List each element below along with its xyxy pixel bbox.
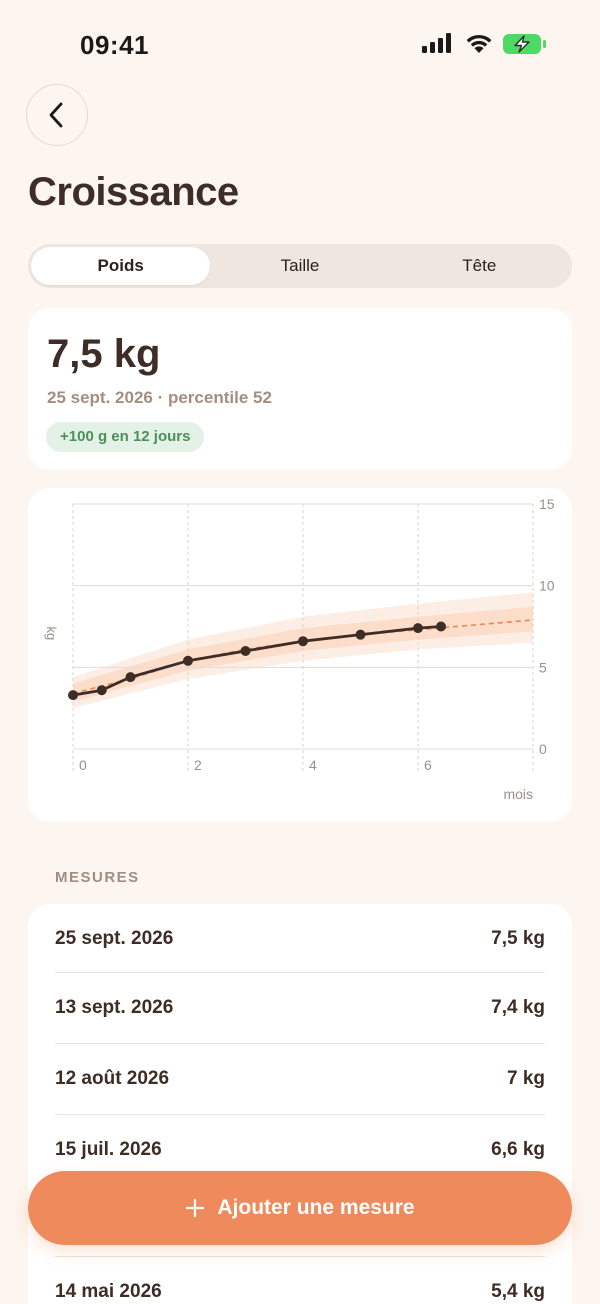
weight-data-point: [355, 629, 366, 640]
divider: [55, 1256, 545, 1257]
weight-data-point: [68, 690, 78, 701]
growth-chart: 0 5 10 15 0 2 4 6 kg mois: [44, 496, 555, 802]
list-item[interactable]: 25 sept. 2026 7,5 kg: [55, 904, 545, 974]
wifi-icon: [466, 34, 492, 53]
measure-value: 6,6 kg: [491, 1139, 545, 1160]
weight-data-point: [183, 655, 193, 666]
weight-data-point: [240, 646, 251, 656]
measure-value: 5,4 kg: [491, 1281, 545, 1302]
x-tick-label: 6: [424, 757, 432, 773]
measure-date: 15 juil. 2026: [55, 1139, 162, 1160]
measure-date: 25 sept. 2026: [55, 928, 174, 949]
back-button[interactable]: [26, 84, 88, 146]
divider: [55, 1114, 545, 1115]
measure-value: 7 kg: [506, 1068, 545, 1089]
measure-value: 7,5 kg: [491, 928, 545, 949]
measure-value: 7,4 kg: [491, 997, 545, 1018]
y-tick-label: 0: [539, 741, 547, 757]
x-tick-label: 2: [194, 757, 202, 773]
weight-date-percentile: 25 sept. 2026 · percentile 52: [47, 388, 272, 407]
tab-tete[interactable]: Tête: [462, 256, 497, 275]
signal-icon: [422, 33, 451, 53]
measure-type-tabs: Poids Taille Tête: [28, 244, 572, 288]
tab-taille[interactable]: Taille: [280, 256, 320, 275]
weight-data-point: [125, 672, 136, 683]
measure-date: 13 sept. 2026: [55, 997, 174, 1018]
measure-date: 12 août 2026: [55, 1068, 170, 1089]
weight-data-point: [96, 685, 107, 696]
y-tick-label: 10: [539, 578, 555, 594]
current-weight-card: 7,5 kg 25 sept. 2026 · percentile 52 +10…: [28, 308, 572, 470]
weight-data-point: [413, 623, 423, 634]
chevron-left-icon: [49, 102, 63, 128]
battery-charging-icon: [503, 34, 546, 54]
y-tick-label: 15: [539, 496, 555, 512]
list-item[interactable]: 15 juil. 2026 6,6 kg: [55, 1115, 545, 1185]
list-item[interactable]: 14 mai 2026 5,4 kg: [55, 1257, 545, 1304]
divider: [55, 972, 545, 973]
add-measure-label: Ajouter une mesure: [217, 1196, 415, 1219]
x-tick-label: 4: [309, 757, 317, 773]
list-item[interactable]: 13 sept. 2026 7,4 kg: [55, 973, 545, 1043]
add-measure-button[interactable]: Ajouter une mesure: [28, 1171, 572, 1245]
y-axis-label: kg: [44, 627, 59, 641]
x-tick-label: 0: [79, 757, 87, 773]
growth-chart-card: 0 5 10 15 0 2 4 6 kg mois: [28, 488, 572, 822]
weight-gain-badge: +100 g en 12 jours: [46, 422, 205, 452]
x-axis-label: mois: [503, 786, 533, 802]
divider: [55, 1043, 545, 1044]
measure-date: 14 mai 2026: [55, 1281, 162, 1302]
measures-section-label: MESURES: [55, 869, 140, 886]
current-weight: 7,5 kg: [47, 332, 161, 376]
weight-data-point: [298, 636, 308, 647]
status-bar: 09:41: [0, 0, 600, 88]
weight-data-point: [436, 621, 446, 632]
page-title: Croissance: [28, 170, 239, 214]
list-item[interactable]: 12 août 2026 7 kg: [55, 1044, 545, 1114]
tab-poids[interactable]: Poids: [31, 247, 211, 285]
status-time: 09:41: [80, 30, 149, 60]
plus-icon: [186, 1198, 205, 1218]
y-tick-label: 5: [539, 659, 547, 675]
